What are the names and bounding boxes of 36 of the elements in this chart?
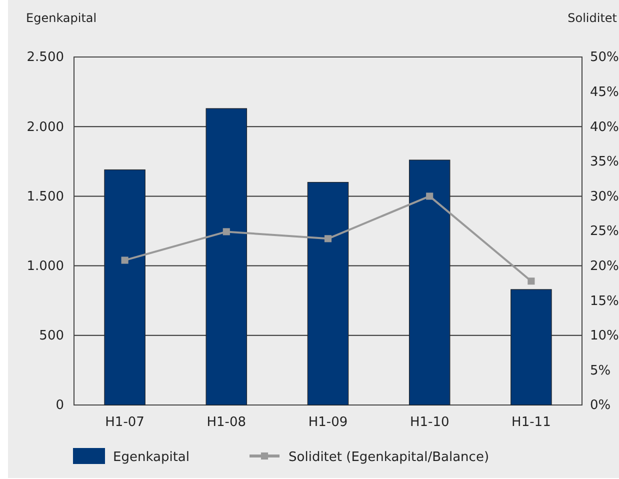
- y2-tick-label: 25%: [590, 224, 619, 240]
- point: [324, 235, 332, 242]
- point: [528, 278, 535, 285]
- y-tick-label: 1.500: [26, 189, 64, 204]
- y2-tick-label: 15%: [590, 294, 619, 309]
- y2-tick-label: 20%: [590, 258, 619, 274]
- y-tick-label: 1.000: [26, 258, 64, 274]
- x-tick-label: H1-07: [105, 415, 144, 430]
- legend-label: Soliditet (Egenkapital/Balance): [288, 450, 490, 465]
- y2-tick-label: 30%: [590, 189, 619, 204]
- x-tick-label: H1-08: [206, 415, 246, 430]
- y-axis-title: Egenkapital: [26, 11, 97, 25]
- y2-axis-title: Soliditet: [568, 11, 618, 25]
- x-tick-label: H1-09: [308, 415, 348, 430]
- bar: [408, 160, 450, 406]
- bar: [104, 169, 146, 406]
- y2-tick-label: 45%: [590, 84, 619, 100]
- y-tick-label: 500: [39, 328, 64, 344]
- x-tick-label: H1-10: [410, 415, 450, 430]
- y2-tick-label: 40%: [590, 120, 619, 135]
- y2-tick-label: 35%: [590, 154, 619, 170]
- bar: [307, 182, 349, 406]
- legend-label: Egenkapital: [113, 450, 190, 465]
- bar: [206, 108, 248, 406]
- y2-tick-label: 50%: [590, 50, 619, 66]
- point: [121, 256, 128, 264]
- y-tick-label: 2.000: [26, 120, 64, 135]
- point: [426, 192, 434, 200]
- point: [222, 228, 230, 236]
- y-tick-label: 0: [56, 398, 64, 414]
- y2-tick-label: 10%: [590, 328, 619, 344]
- y2-tick-label: 5%: [590, 363, 611, 378]
- y2-tick-label: 0%: [590, 398, 611, 414]
- y-tick-label: 2.500: [26, 50, 64, 66]
- x-tick-label: H1-11: [512, 415, 551, 430]
- bar: [510, 289, 552, 406]
